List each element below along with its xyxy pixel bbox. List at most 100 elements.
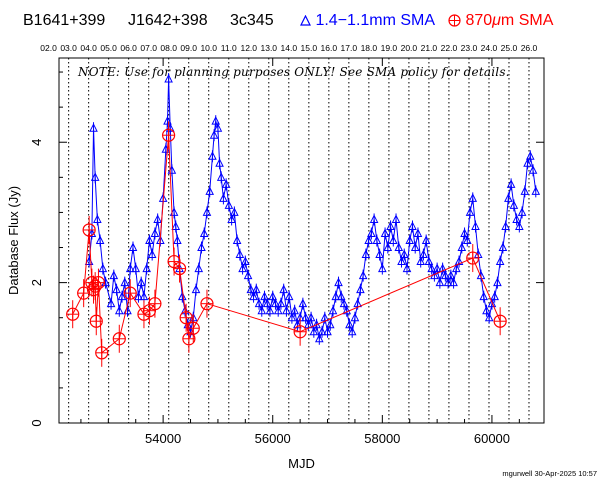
blue-triangle-point	[156, 235, 165, 244]
blue-triangle-point	[501, 221, 510, 230]
blue-triangle-point	[180, 305, 190, 315]
blue-triangle-point	[232, 235, 242, 244]
blue-triangle-point	[287, 312, 297, 322]
blue-triangle-point	[315, 333, 324, 343]
blue-triangle-point	[361, 249, 371, 259]
blue-triangle-point	[271, 298, 280, 308]
legend-blue: 1.4−1.1mm SMA	[300, 12, 435, 30]
x-axis-label: MJD	[288, 456, 315, 471]
blue-triangle-point	[380, 228, 390, 237]
blue-triangle-point	[254, 298, 264, 308]
top-axis-label: 11.0	[220, 43, 237, 53]
blue-triangle-point	[506, 179, 516, 188]
blue-triangle-point	[358, 270, 368, 280]
blue-triangle-point	[150, 228, 160, 237]
blue-triangle-point	[408, 221, 417, 230]
blue-triangle-point	[235, 249, 245, 259]
x-tick-label: 56000	[255, 431, 291, 446]
blue-triangle-point	[216, 172, 226, 181]
blue-triangle-point	[482, 305, 491, 315]
blue-triangle-point	[131, 263, 141, 273]
top-axis-label: 10.0	[200, 43, 217, 53]
top-axis-label: 08.0	[160, 43, 177, 53]
blue-triangle-point	[457, 242, 467, 252]
blue-triangle-point	[249, 291, 258, 301]
blue-triangle-point	[432, 263, 442, 273]
series-red-line	[72, 135, 501, 354]
blue-triangle-point	[205, 186, 215, 195]
blue-triangle-point	[528, 165, 538, 174]
blue-triangle-point	[145, 235, 154, 244]
blue-triangle-point	[224, 200, 234, 209]
top-axis-label: 09.0	[180, 43, 197, 53]
blue-triangle-point	[462, 235, 472, 244]
blue-triangle-point	[147, 249, 157, 259]
blue-triangle-point	[525, 151, 535, 160]
blue-triangle-point	[465, 207, 475, 216]
top-axis-label: 25.0	[500, 43, 518, 53]
blue-triangle-point	[241, 256, 250, 266]
blue-triangle-point	[209, 130, 219, 139]
blue-triangle-point	[260, 291, 269, 301]
blue-triangle-point	[495, 256, 505, 266]
top-axis-label: 07.0	[140, 43, 157, 53]
plot-frame	[58, 57, 545, 424]
top-axis-label: 18.0	[360, 43, 378, 53]
blue-triangle-point	[446, 270, 456, 280]
blue-triangle-point	[424, 256, 434, 266]
blue-triangle-point	[435, 277, 445, 287]
blue-triangle-point	[227, 214, 236, 223]
legend-red-prefix: 870	[465, 12, 493, 29]
blue-triangle-point	[441, 270, 450, 280]
blue-triangle-point	[219, 193, 228, 202]
blue-triangle-point	[317, 326, 327, 336]
blue-triangle-point	[128, 242, 138, 252]
source-alias-1: J1642+398	[128, 12, 208, 29]
top-axis-label: 14.0	[280, 43, 298, 53]
top-axis-label: 02.0	[40, 43, 57, 53]
blue-triangle-point	[197, 242, 206, 252]
blue-triangle-point	[421, 235, 431, 244]
blue-triangle-point	[164, 73, 173, 83]
blue-triangle-point	[213, 123, 223, 132]
blue-triangle-point	[479, 291, 489, 301]
blue-triangle-point	[443, 277, 453, 287]
top-axis-label: 21.0	[420, 43, 438, 53]
blue-triangle-point	[257, 305, 267, 315]
blue-triangle-point	[520, 186, 530, 195]
top-axis-label: 12.0	[240, 43, 258, 53]
top-axis-label: 20.0	[400, 43, 418, 53]
blue-triangle-point	[262, 298, 272, 308]
blue-triangle-point	[93, 214, 102, 223]
top-axis-label: 03.0	[60, 43, 77, 53]
blue-triangle-point	[87, 228, 97, 237]
blue-triangle-point	[336, 291, 346, 301]
blue-triangle-point	[399, 249, 409, 259]
blue-triangle-point	[136, 277, 146, 287]
top-axis-label: 24.0	[480, 43, 498, 53]
blue-triangle-point	[284, 291, 294, 301]
blue-triangle-point	[273, 305, 283, 315]
blue-triangle-point	[342, 305, 352, 315]
legend-triangle-icon	[300, 14, 311, 26]
blue-triangle-point	[416, 256, 426, 266]
blue-triangle-point	[117, 291, 127, 301]
source-alias-2: 3c345	[230, 12, 274, 29]
legend-red-suffix: m SMA	[500, 12, 554, 29]
blue-triangle-point	[120, 277, 130, 287]
top-axis-label: 22.0	[440, 43, 458, 53]
blue-triangle-point	[109, 270, 119, 280]
blue-triangle-point	[515, 221, 524, 230]
blue-triangle-point	[356, 284, 365, 294]
blue-triangle-point	[388, 235, 398, 244]
top-axis-label: 23.0	[460, 43, 478, 53]
blue-triangle-point	[347, 326, 357, 336]
blue-triangle-point	[279, 284, 288, 294]
blue-triangle-point	[367, 228, 376, 237]
blue-triangle-point	[199, 228, 209, 237]
blue-triangle-point	[523, 158, 532, 167]
blue-triangle-point	[163, 116, 172, 125]
y-tick-label: 0	[29, 419, 44, 426]
blue-triangle-point	[517, 207, 527, 216]
